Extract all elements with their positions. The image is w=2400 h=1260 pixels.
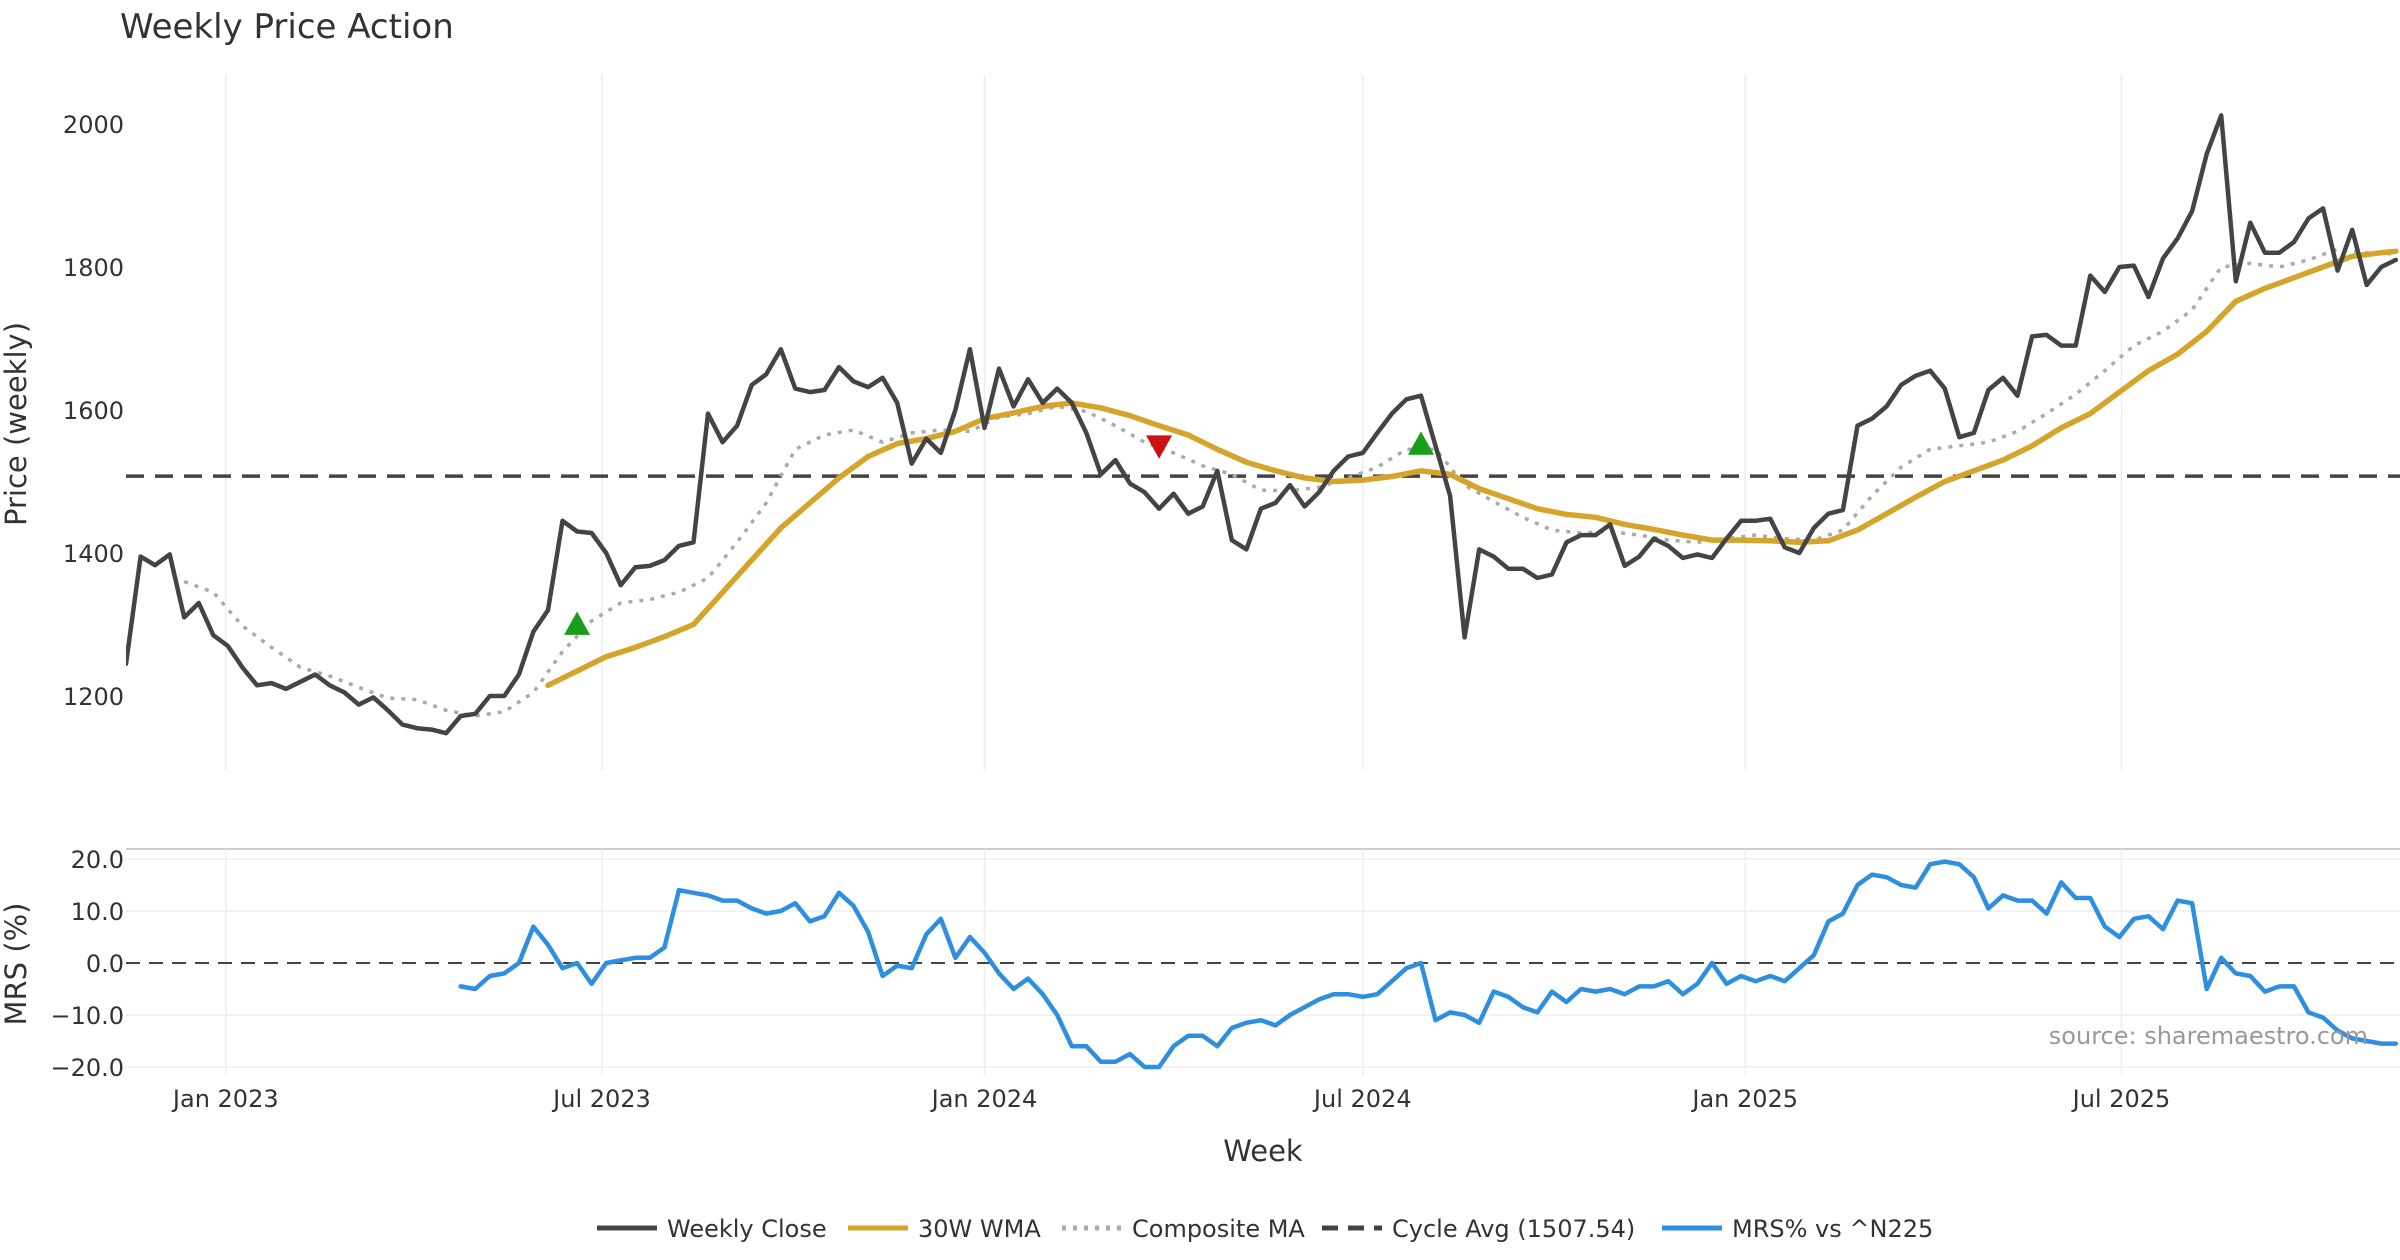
price-series-composite-ma	[183, 247, 2396, 718]
legend-item: Weekly Close	[597, 1215, 827, 1243]
x-tick-label: Jul 2025	[2071, 1085, 2171, 1113]
price-y-tick-label: 1400	[63, 540, 124, 568]
price-y-axis-label: Price (weekly)	[0, 322, 33, 526]
legend-label: Composite MA	[1132, 1215, 1305, 1243]
x-tick-label: Jan 2023	[171, 1085, 279, 1113]
buy-signal-marker	[1407, 431, 1434, 455]
legend-label: Cycle Avg (1507.54)	[1392, 1215, 1635, 1243]
x-tick-label: Jul 2024	[1312, 1085, 1412, 1113]
x-tick-label: Jan 2024	[930, 1085, 1038, 1113]
x-tick-label: Jan 2025	[1690, 1085, 1798, 1113]
legend: Weekly Close 30W WMA Composite MA Cycle Avg…	[597, 1215, 1933, 1243]
sell-signal-marker	[1146, 435, 1173, 459]
price-y-tick-label: 1800	[63, 254, 124, 282]
price-plot-area	[126, 113, 2400, 736]
legend-label: Weekly Close	[667, 1215, 827, 1243]
source-credit: source: sharemaestro.com	[2049, 1022, 2368, 1050]
price-grid	[225, 75, 2123, 770]
buy-signal-marker	[564, 611, 591, 635]
x-axis-label: Week	[1223, 1134, 1303, 1168]
legend-item: Composite MA	[1062, 1215, 1305, 1243]
mrs-y-tick-label: 10.0	[71, 898, 124, 926]
legend-item: MRS% vs ^N225	[1662, 1215, 1933, 1243]
mrs-y-tick-label: −20.0	[50, 1054, 124, 1082]
price-y-tick-label: 1200	[63, 683, 124, 711]
x-axis: Jan 2023 Jul 2023 Jan 2024 Jul 2024 Jan 2025…	[171, 1085, 2170, 1113]
mrs-y-axis-label: MRS (%)	[0, 903, 33, 1026]
legend-item: Cycle Avg (1507.54)	[1322, 1215, 1635, 1243]
price-y-tick-label: 1600	[63, 397, 124, 425]
mrs-y-tick-label: −10.0	[50, 1002, 124, 1030]
mrs-series-line	[458, 859, 2399, 1070]
chart-title: Weekly Price Action	[120, 7, 454, 47]
mrs-panel: 20.0 10.0 0.0 −10.0 −20.0 MRS (%) source: sh…	[0, 846, 2400, 1082]
legend-label: MRS% vs ^N225	[1732, 1215, 1933, 1243]
price-series-weekly-close	[126, 113, 2399, 736]
price-series-30w-wma	[545, 248, 2399, 689]
legend-label: 30W WMA	[918, 1215, 1041, 1243]
price-panel: 1200 1400 1600 1800 2000 Price (weekly)	[0, 75, 2400, 770]
mrs-plot-area	[126, 859, 2400, 1070]
mrs-y-tick-label: 0.0	[86, 950, 124, 978]
legend-item: 30W WMA	[848, 1215, 1041, 1243]
mrs-y-axis: 20.0 10.0 0.0 −10.0 −20.0	[50, 846, 124, 1082]
price-y-axis: 1200 1400 1600 1800 2000	[63, 111, 124, 711]
x-tick-label: Jul 2023	[551, 1085, 651, 1113]
price-y-tick-label: 2000	[63, 111, 124, 139]
mrs-y-tick-label: 20.0	[71, 846, 124, 874]
